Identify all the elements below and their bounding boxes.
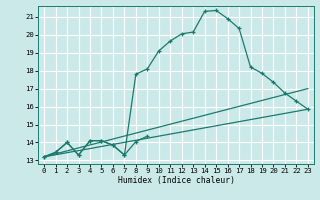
X-axis label: Humidex (Indice chaleur): Humidex (Indice chaleur) xyxy=(117,176,235,185)
